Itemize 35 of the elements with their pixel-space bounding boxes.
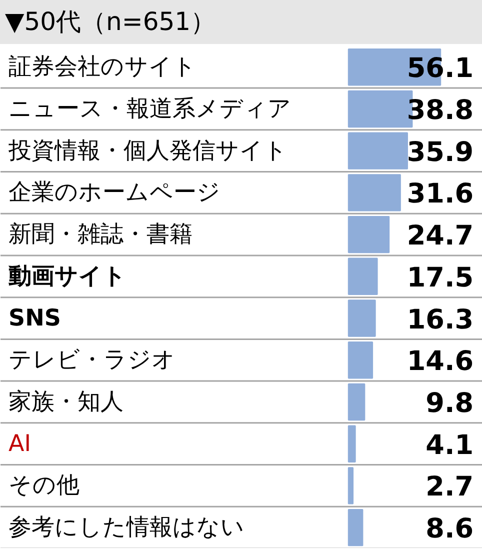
y-tick-label: 参考にした情報はない <box>8 514 244 541</box>
y-tick-label: 企業のホームページ <box>8 180 220 206</box>
data-label: 35.9 <box>406 136 474 168</box>
data-label: 2.7 <box>426 472 474 503</box>
data-label: 14.6 <box>406 346 474 378</box>
y-tick-label: ニュース・報道系メディア <box>8 96 292 122</box>
data-label: 16.3 <box>406 304 474 336</box>
y-tick-label: その他 <box>8 472 80 499</box>
y-tick-label: 新聞・雑誌・書籍 <box>8 222 192 248</box>
bar <box>348 508 364 546</box>
y-tick-label: SNS <box>8 305 61 332</box>
data-label: 38.8 <box>406 94 474 126</box>
bar <box>348 425 356 462</box>
bar <box>348 216 390 254</box>
bar <box>348 300 376 337</box>
bar <box>348 383 366 421</box>
text: ▼50代（n=651） <box>5 6 216 38</box>
bar <box>348 342 374 379</box>
data-label: 9.8 <box>426 388 474 419</box>
y-tick-label: 家族・知人 <box>8 388 124 415</box>
y-tick-label: 動画サイト <box>8 263 126 290</box>
data-label: 4.1 <box>426 430 474 461</box>
bar <box>348 258 378 296</box>
data-label: 8.6 <box>426 514 474 545</box>
data-label: 24.7 <box>406 220 474 252</box>
bar <box>348 132 408 170</box>
data-label: 56.1 <box>406 53 474 84</box>
data-label: 31.6 <box>406 178 474 210</box>
y-tick-label: テレビ・ラジオ <box>8 347 176 374</box>
y-tick-label: AI <box>8 430 32 457</box>
data-label: 17.5 <box>406 262 474 294</box>
bar <box>348 467 354 504</box>
bar <box>348 174 401 212</box>
y-tick-label: 証券会社のサイト <box>8 54 196 80</box>
y-tick-label: 投資情報・個人発信サイト <box>8 138 288 164</box>
